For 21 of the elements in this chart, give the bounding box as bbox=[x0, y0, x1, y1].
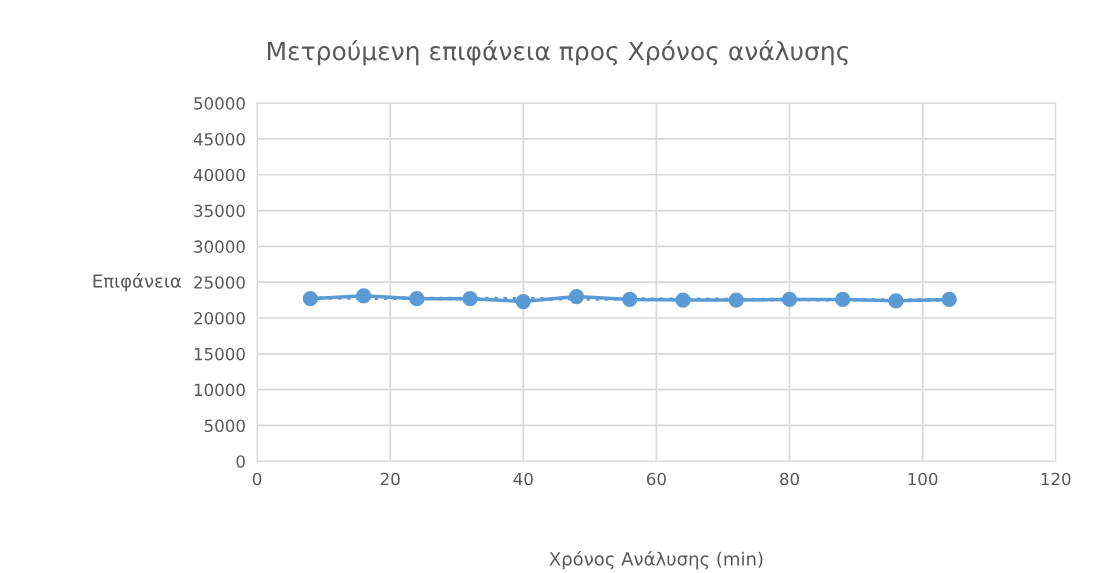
x-tick-label: 40 bbox=[513, 472, 533, 486]
y-tick-label: 45000 bbox=[193, 132, 245, 146]
y-tick-label: 20000 bbox=[194, 311, 245, 325]
x-tick-label: 100 bbox=[908, 472, 938, 486]
y-tick-label: 35000 bbox=[194, 204, 245, 218]
y-tick-label: 15000 bbox=[194, 347, 245, 361]
y-tick-label: 50000 bbox=[194, 97, 245, 110]
y-tick-label: 25000 bbox=[194, 276, 245, 289]
y-tick-label: 5000 bbox=[204, 419, 245, 433]
y-axis-title: Επιφάνεια bbox=[93, 273, 181, 292]
x-tick-label: 0 bbox=[252, 472, 262, 486]
chart-title: Μετρούμενη επιφάνεια προς Χρόνος ανάλυσης bbox=[267, 40, 848, 66]
x-tick-label: 60 bbox=[646, 472, 666, 486]
y-tick-label: 0 bbox=[236, 455, 245, 468]
x-tick-label: 80 bbox=[780, 472, 799, 486]
y-tick-label: 10000 bbox=[194, 383, 245, 397]
x-axis-title: Χρόνος Ανάλυσης (min) bbox=[549, 551, 763, 570]
x-tick-label: 120 bbox=[1041, 472, 1071, 486]
y-tick-label: 30000 bbox=[194, 240, 245, 253]
x-tick-label: 20 bbox=[380, 472, 400, 486]
y-tick-label: 40000 bbox=[193, 168, 245, 182]
